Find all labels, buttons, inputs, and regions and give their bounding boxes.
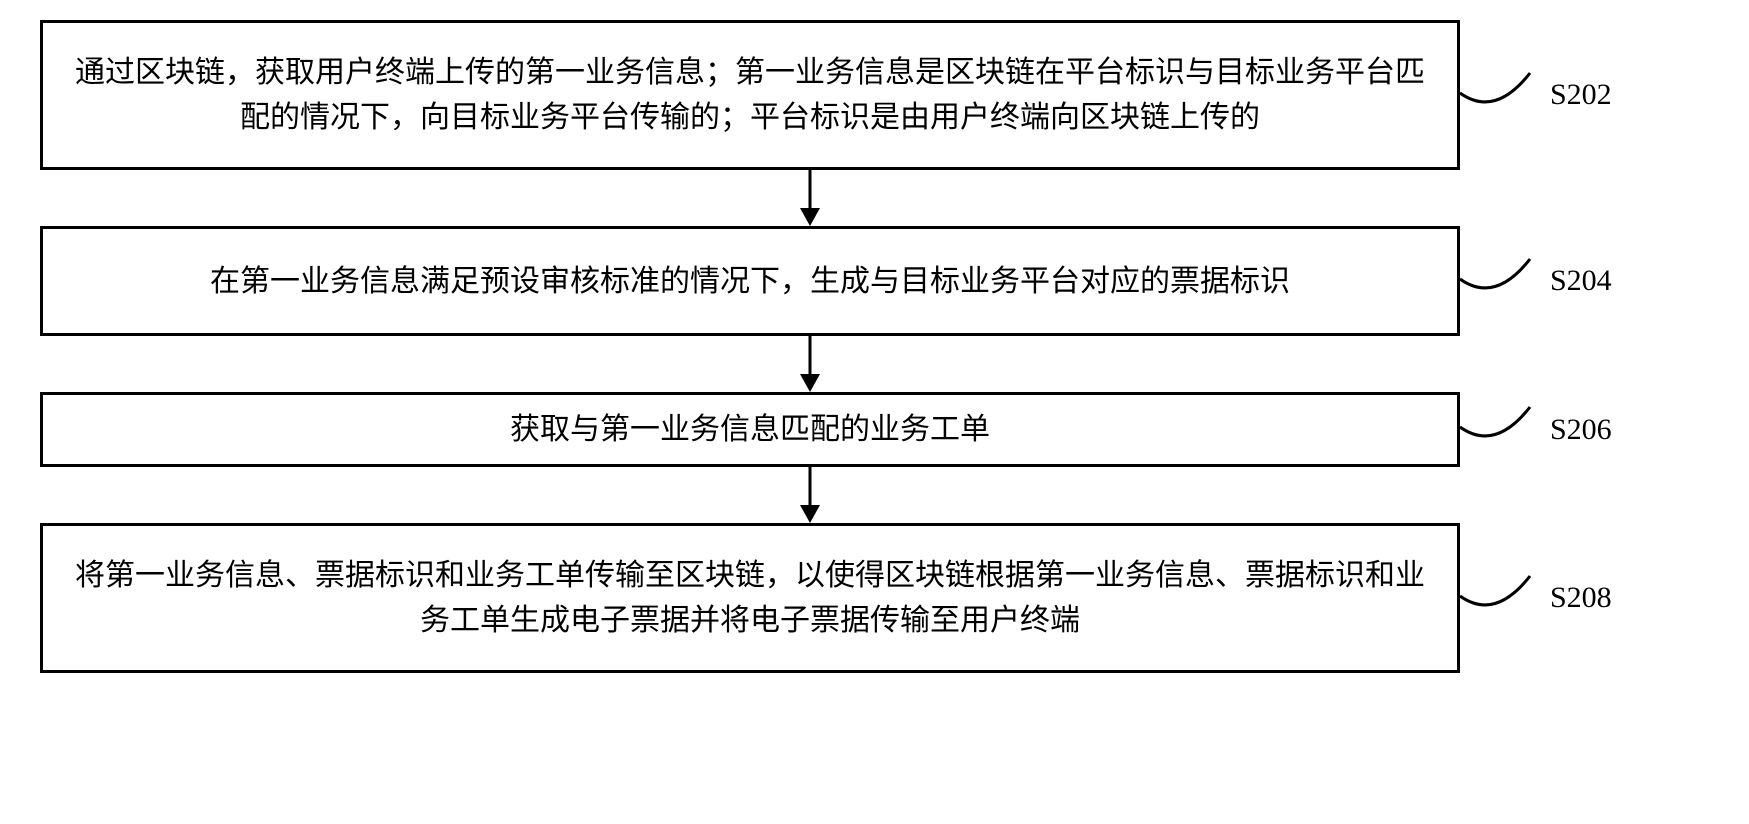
connector-s206 [1460,397,1540,462]
step-label-s204: S204 [1550,264,1612,298]
connector-s202 [1460,63,1540,128]
flow-box-s202: 通过区块链，获取用户终端上传的第一业务信息；第一业务信息是区块链在平台标识与目标… [40,20,1460,170]
flow-box-text: 将第一业务信息、票据标识和业务工单传输至区块链，以使得区块链根据第一业务信息、票… [73,553,1427,643]
step-label-s202: S202 [1550,78,1612,112]
flow-box-s206: 获取与第一业务信息匹配的业务工单 [40,392,1460,467]
flow-box-text: 在第一业务信息满足预设审核标准的情况下，生成与目标业务平台对应的票据标识 [210,259,1290,304]
step-label-s208: S208 [1550,581,1612,615]
flow-box-s204: 在第一业务信息满足预设审核标准的情况下，生成与目标业务平台对应的票据标识 [40,226,1460,336]
arrow-connector [100,336,1520,392]
flow-box-text: 获取与第一业务信息匹配的业务工单 [510,407,990,452]
flow-node-row: 将第一业务信息、票据标识和业务工单传输至区块链，以使得区块链根据第一业务信息、票… [40,523,1580,673]
flow-box-s208: 将第一业务信息、票据标识和业务工单传输至区块链，以使得区块链根据第一业务信息、票… [40,523,1460,673]
flow-box-text: 通过区块链，获取用户终端上传的第一业务信息；第一业务信息是区块链在平台标识与目标… [73,50,1427,140]
connector-s204 [1460,249,1540,314]
step-label-s206: S206 [1550,413,1612,447]
arrow-connector [100,467,1520,523]
flow-node-row: 获取与第一业务信息匹配的业务工单 S206 [40,392,1580,467]
flow-node-row: 在第一业务信息满足预设审核标准的情况下，生成与目标业务平台对应的票据标识 S20… [40,226,1580,336]
flow-node-row: 通过区块链，获取用户终端上传的第一业务信息；第一业务信息是区块链在平台标识与目标… [40,20,1580,170]
connector-s208 [1460,566,1540,631]
flowchart-container: 通过区块链，获取用户终端上传的第一业务信息；第一业务信息是区块链在平台标识与目标… [40,20,1580,673]
arrow-connector [100,170,1520,226]
